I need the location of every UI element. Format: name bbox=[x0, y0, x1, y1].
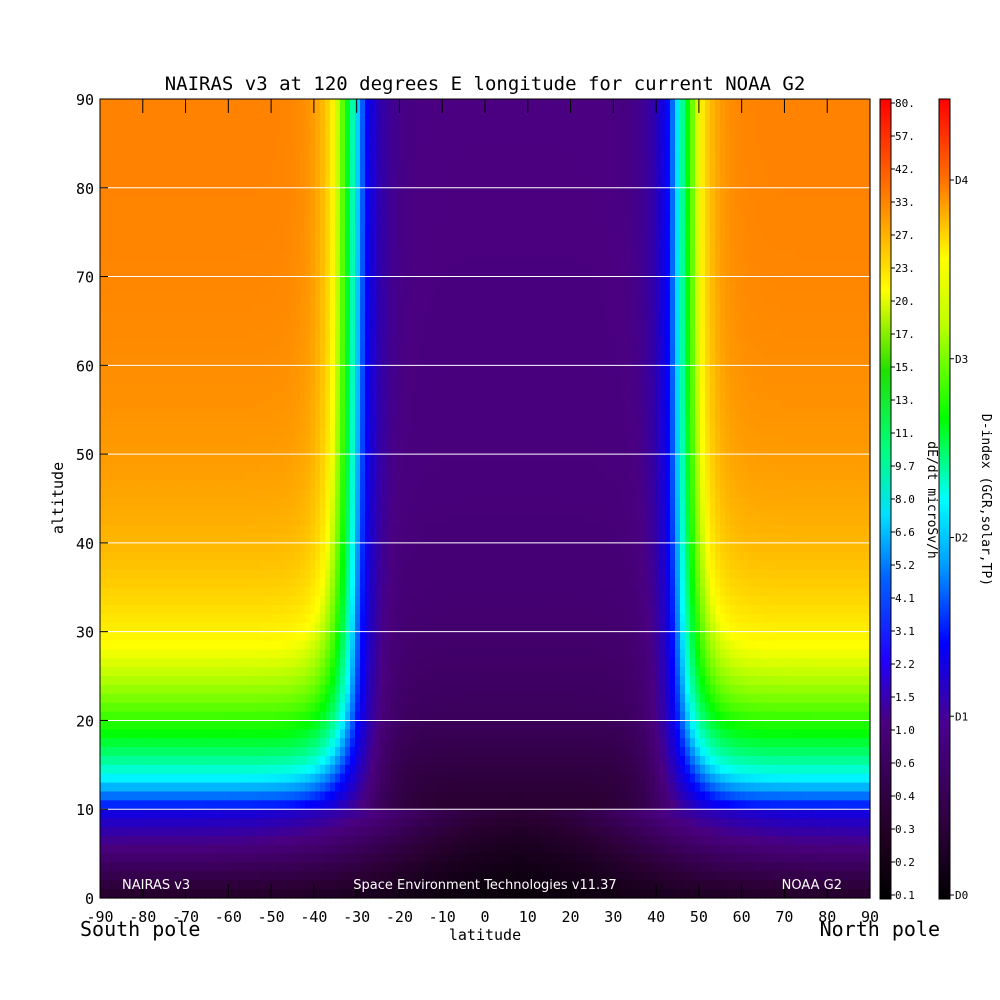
x-tick-label: -40 bbox=[300, 908, 327, 926]
dose-tick-label: 11. bbox=[895, 427, 915, 440]
x-tick-label: 30 bbox=[604, 908, 622, 926]
x-tick-label: -10 bbox=[429, 908, 456, 926]
dose-tick-label: 42. bbox=[895, 163, 915, 176]
dose-tick-label: 20. bbox=[895, 295, 915, 308]
dose-tick-label: 57. bbox=[895, 130, 915, 143]
y-tick-label: 20 bbox=[76, 712, 94, 730]
dose-tick-label: 1.5 bbox=[895, 691, 915, 704]
dose-tick-label: 0.3 bbox=[895, 823, 915, 836]
dose-tick-label: 2.2 bbox=[895, 658, 915, 671]
x-tick-label: -70 bbox=[172, 908, 199, 926]
y-axis-ticks: 0 10 20 30 40 50 60 70 80 90 bbox=[76, 91, 108, 908]
x-tick-label: -90 bbox=[86, 908, 113, 926]
heatmap-field bbox=[100, 99, 871, 899]
dose-tick-label: 1.0 bbox=[895, 724, 915, 737]
x-tick-label: 50 bbox=[690, 908, 708, 926]
x-tick-label: -30 bbox=[343, 908, 370, 926]
x-tick-label: 10 bbox=[519, 908, 537, 926]
y-tick-label: 30 bbox=[76, 624, 94, 642]
dose-tick-label: 27. bbox=[895, 229, 915, 242]
dindex-colorbar-ticks: D0 D1 D2 D3 D4 bbox=[950, 174, 969, 902]
y-tick-label: 40 bbox=[76, 535, 94, 553]
y-tick-label: 70 bbox=[76, 269, 94, 287]
north-pole-label: North pole bbox=[820, 917, 940, 941]
dose-tick-label: 23. bbox=[895, 262, 915, 275]
y-tick-label: 80 bbox=[76, 180, 94, 198]
dose-tick-label: 3.1 bbox=[895, 625, 915, 638]
dose-tick-label: 13. bbox=[895, 394, 915, 407]
x-tick-label: 80 bbox=[818, 908, 836, 926]
x-tick-label: 20 bbox=[562, 908, 580, 926]
y-tick-label: 50 bbox=[76, 446, 94, 464]
x-tick-label: -80 bbox=[129, 908, 156, 926]
dose-tick-label: 15. bbox=[895, 361, 915, 374]
y-tick-label: 60 bbox=[76, 357, 94, 375]
x-tick-label: -50 bbox=[258, 908, 285, 926]
x-tick-label: 60 bbox=[733, 908, 751, 926]
x-tick-label: 90 bbox=[861, 908, 879, 926]
dose-tick-label: 0.6 bbox=[895, 757, 915, 770]
y-axis-label: altitude bbox=[49, 462, 67, 534]
gridlines bbox=[100, 187, 870, 810]
y-tick-label: 10 bbox=[76, 801, 94, 819]
dose-tick-label: 6.6 bbox=[895, 526, 915, 539]
x-tick-label: -60 bbox=[215, 908, 242, 926]
x-tick-label: 70 bbox=[775, 908, 793, 926]
dose-tick-label: 33. bbox=[895, 196, 915, 209]
dose-tick-label: 8.0 bbox=[895, 493, 915, 506]
dindex-tick-label: D4 bbox=[955, 174, 969, 187]
annotation-noaa: NOAA G2 bbox=[782, 878, 842, 893]
dindex-tick-label: D3 bbox=[955, 353, 968, 366]
dose-tick-label: 4.1 bbox=[895, 592, 915, 605]
dose-tick-label: 9.7 bbox=[895, 460, 915, 473]
dindex-tick-label: D1 bbox=[955, 710, 968, 723]
dose-colorbar bbox=[879, 98, 892, 900]
annotation-nairas: NAIRAS v3 bbox=[122, 878, 190, 893]
dose-tick-label: 0.4 bbox=[895, 790, 915, 803]
x-axis-label: latitude bbox=[449, 926, 521, 944]
x-axis-ticks: -90 -80 -70 -60 -50 -40 -30 -20 -10 0 10 20 30 40 50 60… bbox=[86, 884, 879, 926]
south-pole-label: South pole bbox=[80, 917, 200, 941]
y-tick-label: 0 bbox=[85, 890, 94, 908]
dose-tick-label: 0.1 bbox=[895, 889, 915, 902]
dindex-tick-label: D0 bbox=[955, 889, 968, 902]
dose-colorbar-ticks: 0.1 0.2 0.3 0.4 0.6 1.0 1.5 2.2 3.1 4.1 5.2 6.6 8.0 9… bbox=[891, 97, 915, 902]
x-tick-label: 0 bbox=[480, 908, 489, 926]
dose-tick-label: 0.2 bbox=[895, 856, 915, 869]
annotation-set: Space Environment Technologies v11.37 bbox=[353, 878, 616, 893]
dose-colorbar-label: dE/dt microSv/h bbox=[924, 441, 939, 558]
dindex-colorbar-label: D-index (GCR,solar,TP) bbox=[978, 414, 993, 586]
x-tick-label: -20 bbox=[386, 908, 413, 926]
dose-tick-label: 5.2 bbox=[895, 559, 915, 572]
y-tick-label: 90 bbox=[76, 91, 94, 109]
x-tick-label: 40 bbox=[647, 908, 665, 926]
dindex-colorbar bbox=[938, 98, 951, 900]
dose-tick-label: 80. bbox=[895, 97, 915, 110]
dindex-tick-label: D2 bbox=[955, 532, 968, 545]
chart-title: NAIRAS v3 at 120 degrees E longitude for… bbox=[165, 73, 806, 95]
dose-tick-label: 17. bbox=[895, 328, 915, 341]
